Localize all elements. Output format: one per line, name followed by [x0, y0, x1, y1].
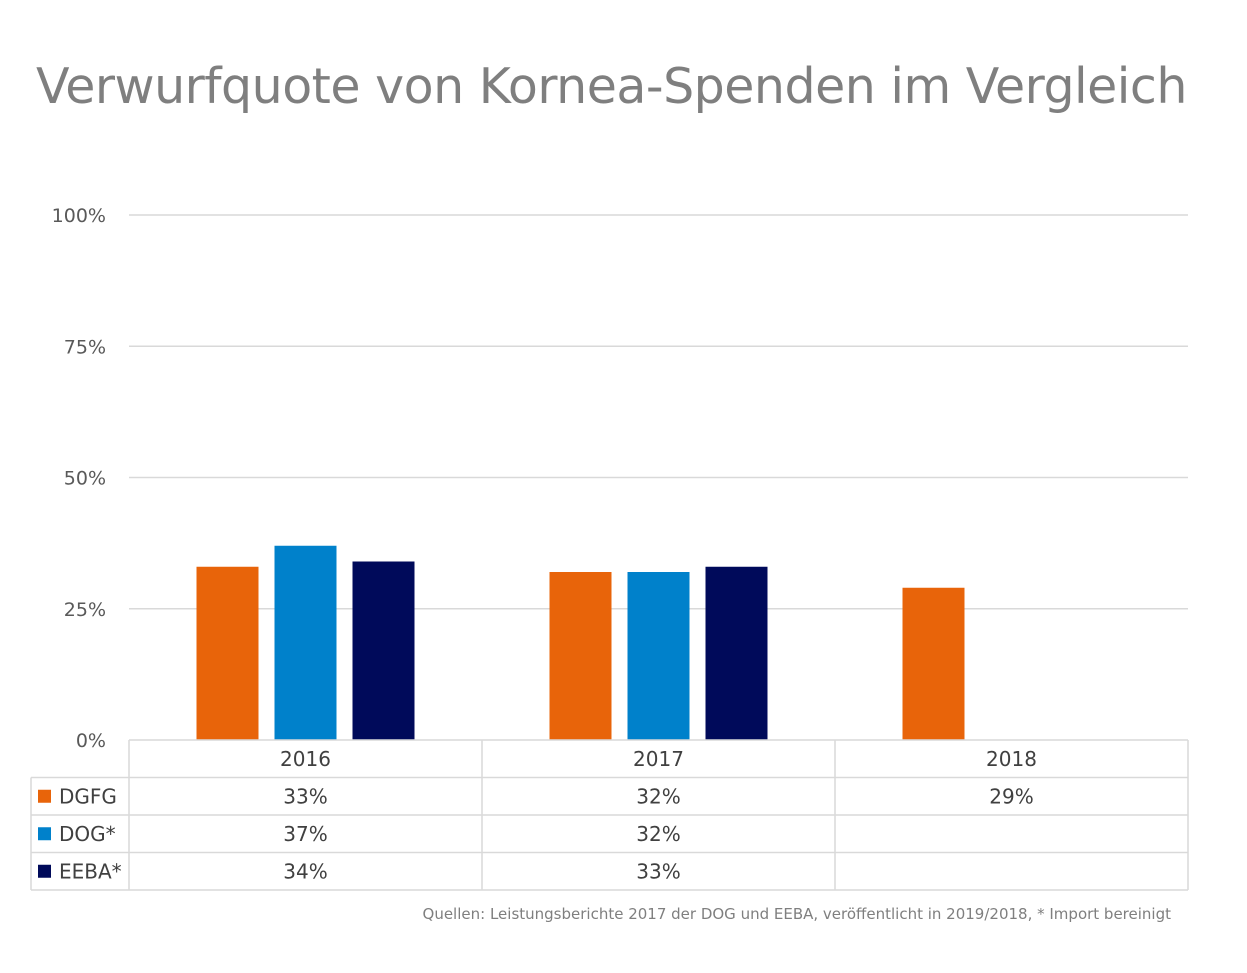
chart-title: Verwurfquote von Kornea-Spenden im Vergl… — [36, 58, 1187, 115]
bars — [196, 545, 965, 740]
bar — [196, 566, 259, 740]
data-label: 32% — [636, 784, 680, 808]
y-tick-label: 75% — [64, 336, 106, 358]
legend-label: EEBA* — [59, 859, 122, 883]
legend-swatch — [38, 827, 51, 841]
data-label: 33% — [636, 859, 680, 883]
data-label: 29% — [989, 784, 1033, 808]
data-label: 33% — [283, 784, 327, 808]
legend-label: DGFG — [59, 784, 117, 808]
legend-label: DOG* — [59, 822, 116, 846]
y-tick-label: 25% — [64, 599, 106, 621]
source-note: Quellen: Leistungsberichte 2017 der DOG … — [422, 905, 1171, 923]
bar — [549, 572, 612, 740]
bar — [274, 545, 337, 740]
legend-swatch — [38, 789, 51, 803]
bar — [705, 566, 768, 740]
bar — [902, 587, 965, 740]
data-label: 37% — [283, 822, 327, 846]
x-tick-label: 2017 — [633, 747, 684, 771]
y-tick-label: 0% — [76, 730, 106, 752]
bar — [352, 561, 415, 740]
data-label: 32% — [636, 822, 680, 846]
legend-swatch — [38, 864, 51, 878]
y-axis: 0% 25% 50% 75% 100% — [52, 205, 106, 752]
data-label: 34% — [283, 859, 327, 883]
data-table: 2016 2017 2018 DGFG 33% 32% 29% DOG* 37% 32% EEBA*… — [30, 739, 1189, 891]
bar — [627, 572, 690, 740]
x-tick-label: 2018 — [986, 747, 1037, 771]
y-tick-label: 50% — [64, 468, 106, 490]
x-tick-label: 2016 — [280, 747, 331, 771]
y-tick-label: 100% — [52, 205, 106, 227]
